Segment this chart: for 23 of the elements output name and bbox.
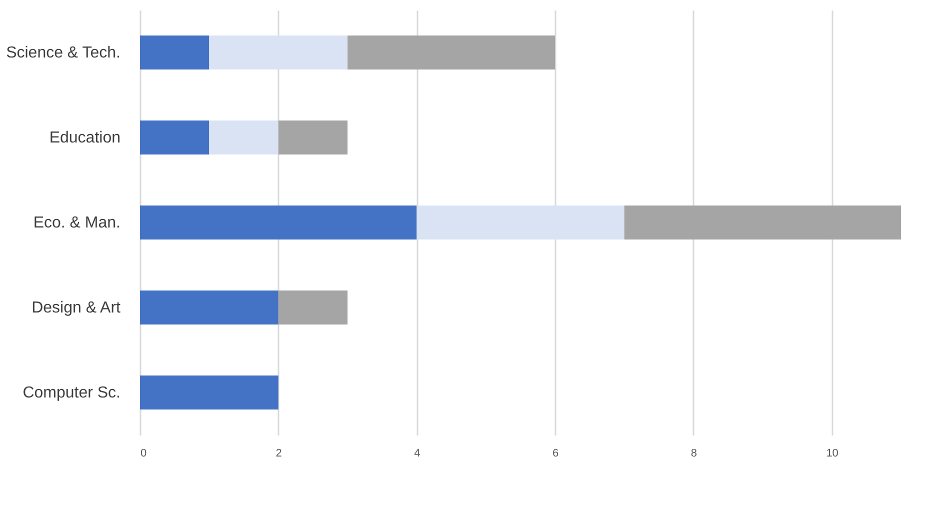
bar — [209, 120, 278, 154]
y-tick-label: Science & Tech. — [6, 44, 120, 62]
bar — [278, 290, 348, 324]
y-tick-label: Design & Art — [32, 300, 122, 316]
bar — [624, 206, 901, 240]
x-tick-label: 8 — [690, 448, 698, 460]
x-tick-label: 10 — [826, 448, 838, 460]
y-tick-label: Computer Sc. — [22, 384, 120, 402]
x-tick-label: 6 — [552, 448, 559, 460]
bar — [416, 206, 624, 240]
bar — [140, 290, 278, 324]
y-tick-label: Eco. & Man. — [33, 214, 120, 232]
bar — [140, 376, 278, 410]
bar — [348, 36, 556, 70]
bar — [140, 36, 210, 70]
bar — [278, 120, 348, 154]
x-tick-label: 0 — [140, 448, 147, 460]
bar — [140, 120, 210, 154]
y-tick-label: Education — [49, 130, 120, 146]
x-tick-label: 4 — [414, 448, 420, 460]
bar — [140, 206, 417, 240]
bar — [209, 36, 348, 70]
x-tick-label: 2 — [276, 448, 282, 460]
